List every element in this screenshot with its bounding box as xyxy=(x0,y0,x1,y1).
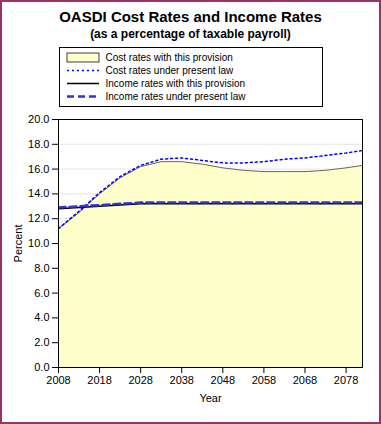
svg-text:Percent: Percent xyxy=(12,225,24,263)
svg-text:16.0: 16.0 xyxy=(28,163,49,175)
svg-text:Year: Year xyxy=(199,392,222,404)
svg-text:12.0: 12.0 xyxy=(28,212,49,224)
html-text:(as a percentage of taxable pa: (as a percentage of taxable payroll) xyxy=(90,27,291,41)
html-text:Income rates under present law: Income rates under present law xyxy=(105,91,246,102)
svg-text:20.0: 20.0 xyxy=(28,113,49,125)
svg-text:2038: 2038 xyxy=(169,374,193,386)
html-text:Income rates with this provisi: Income rates with this provision xyxy=(105,78,245,89)
svg-text:2.0: 2.0 xyxy=(34,336,49,348)
html-text:OASDI Cost Rates and Income Ra: OASDI Cost Rates and Income Rates xyxy=(59,8,322,25)
svg-text:2018: 2018 xyxy=(87,374,111,386)
svg-text:0.0: 0.0 xyxy=(34,361,49,373)
svg-text:2028: 2028 xyxy=(128,374,152,386)
html-text:Cost rates with this provision: Cost rates with this provision xyxy=(105,52,233,63)
svg-text:6.0: 6.0 xyxy=(34,287,49,299)
svg-text:2058: 2058 xyxy=(251,374,275,386)
svg-text:8.0: 8.0 xyxy=(34,262,49,274)
svg-text:2048: 2048 xyxy=(210,374,234,386)
html-text:Cost rates under present law: Cost rates under present law xyxy=(105,65,234,76)
svg-text:2068: 2068 xyxy=(292,374,316,386)
svg-text:14.0: 14.0 xyxy=(28,187,49,199)
svg-text:2008: 2008 xyxy=(46,374,70,386)
svg-text:10.0: 10.0 xyxy=(28,237,49,249)
svg-text:18.0: 18.0 xyxy=(28,138,49,150)
svg-text:4.0: 4.0 xyxy=(34,311,49,323)
svg-text:2078: 2078 xyxy=(333,374,357,386)
